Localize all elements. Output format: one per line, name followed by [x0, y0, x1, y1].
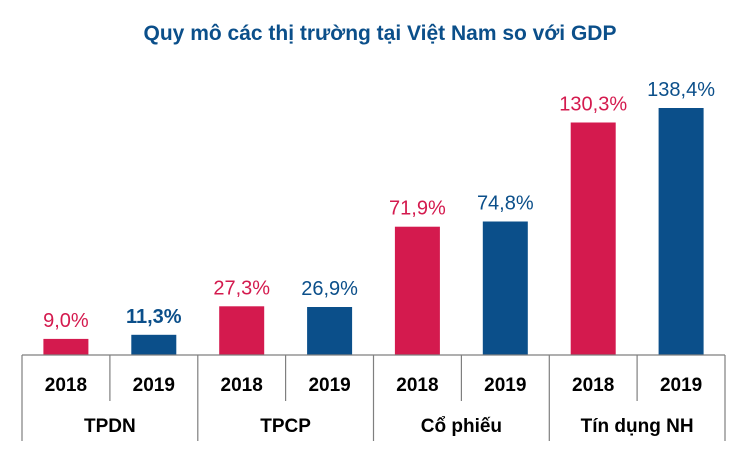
value-labels: 9,0% 11,3% 27,3% 26,9% 71,9% 74,8% 130,3% 138,4… — [43, 79, 715, 332]
value-label: 74,8% — [477, 193, 534, 215]
category-label: Tín dụng NH — [581, 416, 694, 437]
year-tick-label: 2019 — [308, 375, 350, 396]
value-label: 11,3% — [126, 306, 182, 328]
category-label: TPCP — [260, 416, 311, 437]
category-label: TPDN — [84, 416, 136, 437]
bar-cổ-phiếu-2018 — [394, 226, 440, 355]
value-label: 9,0% — [43, 310, 89, 332]
value-label: 26,9% — [301, 278, 358, 300]
year-tick-label: 2018 — [396, 375, 438, 396]
year-tick-label: 2018 — [45, 375, 87, 396]
category-label: Cổ phiếu — [421, 416, 502, 437]
bar-tín-dụng-nh-2019 — [658, 108, 704, 355]
value-label: 130,3% — [559, 94, 627, 116]
year-tick-label: 2018 — [221, 375, 263, 396]
category-axis: 2018 2019 TPDN 2018 2019 TPCP 2018 2019 Cổ phiếu… — [21, 354, 726, 441]
bar-tpcp-2019 — [307, 307, 353, 355]
bar-cổ-phiếu-2019 — [482, 221, 528, 355]
value-label: 71,9% — [389, 198, 446, 220]
value-label: 27,3% — [213, 277, 270, 299]
bar-tpdn-2018 — [43, 338, 89, 355]
bar-tín-dụng-nh-2018 — [570, 122, 616, 355]
year-tick-label: 2018 — [572, 375, 614, 396]
year-tick-label: 2019 — [484, 375, 526, 396]
bar-tpcp-2018 — [219, 306, 265, 355]
year-tick-label: 2019 — [133, 375, 175, 396]
bars — [43, 108, 704, 355]
value-label: 138,4% — [647, 79, 715, 101]
year-tick-label: 2019 — [660, 375, 702, 396]
bar-tpdn-2019 — [131, 334, 177, 355]
chart-title: Quy mô các thị trường tại Việt Nam so vớ… — [144, 22, 617, 45]
